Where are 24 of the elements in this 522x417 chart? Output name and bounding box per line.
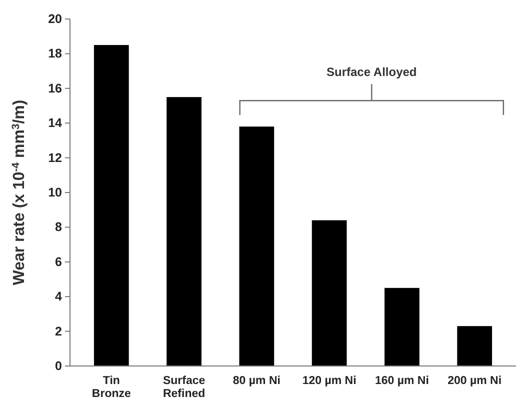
x-tick-label: 200 µm Ni — [448, 375, 502, 387]
y-tick-label: 10 — [48, 186, 62, 200]
annotation: Surface Alloyed — [326, 65, 417, 79]
y-tick-label: 2 — [55, 324, 62, 338]
x-tick-label: Tin Bronze — [92, 375, 131, 400]
y-tick-label: 6 — [55, 254, 62, 269]
y-tick-label: 14 — [48, 116, 62, 130]
y-tick-label: 0 — [55, 359, 62, 373]
bar — [239, 126, 274, 366]
y-tick-label: 20 — [48, 12, 62, 26]
y-tick-label: 16 — [48, 81, 62, 96]
x-tick-label: 120 µm Ni — [302, 375, 356, 387]
x-tick-label: 80 µm Ni — [232, 375, 280, 387]
bar — [94, 45, 129, 366]
bar — [457, 326, 492, 366]
bar — [384, 288, 420, 366]
y-tick-label: 8 — [55, 220, 62, 234]
y-tick-label: 4 — [55, 290, 62, 304]
x-tick-label: 160 µm Ni — [374, 375, 429, 387]
y-tick-label: 12 — [48, 150, 62, 165]
bar — [312, 220, 347, 366]
y-tick-label: 18 — [48, 46, 62, 61]
x-tick-label: Surface Refined — [162, 375, 206, 400]
bar — [166, 97, 202, 366]
